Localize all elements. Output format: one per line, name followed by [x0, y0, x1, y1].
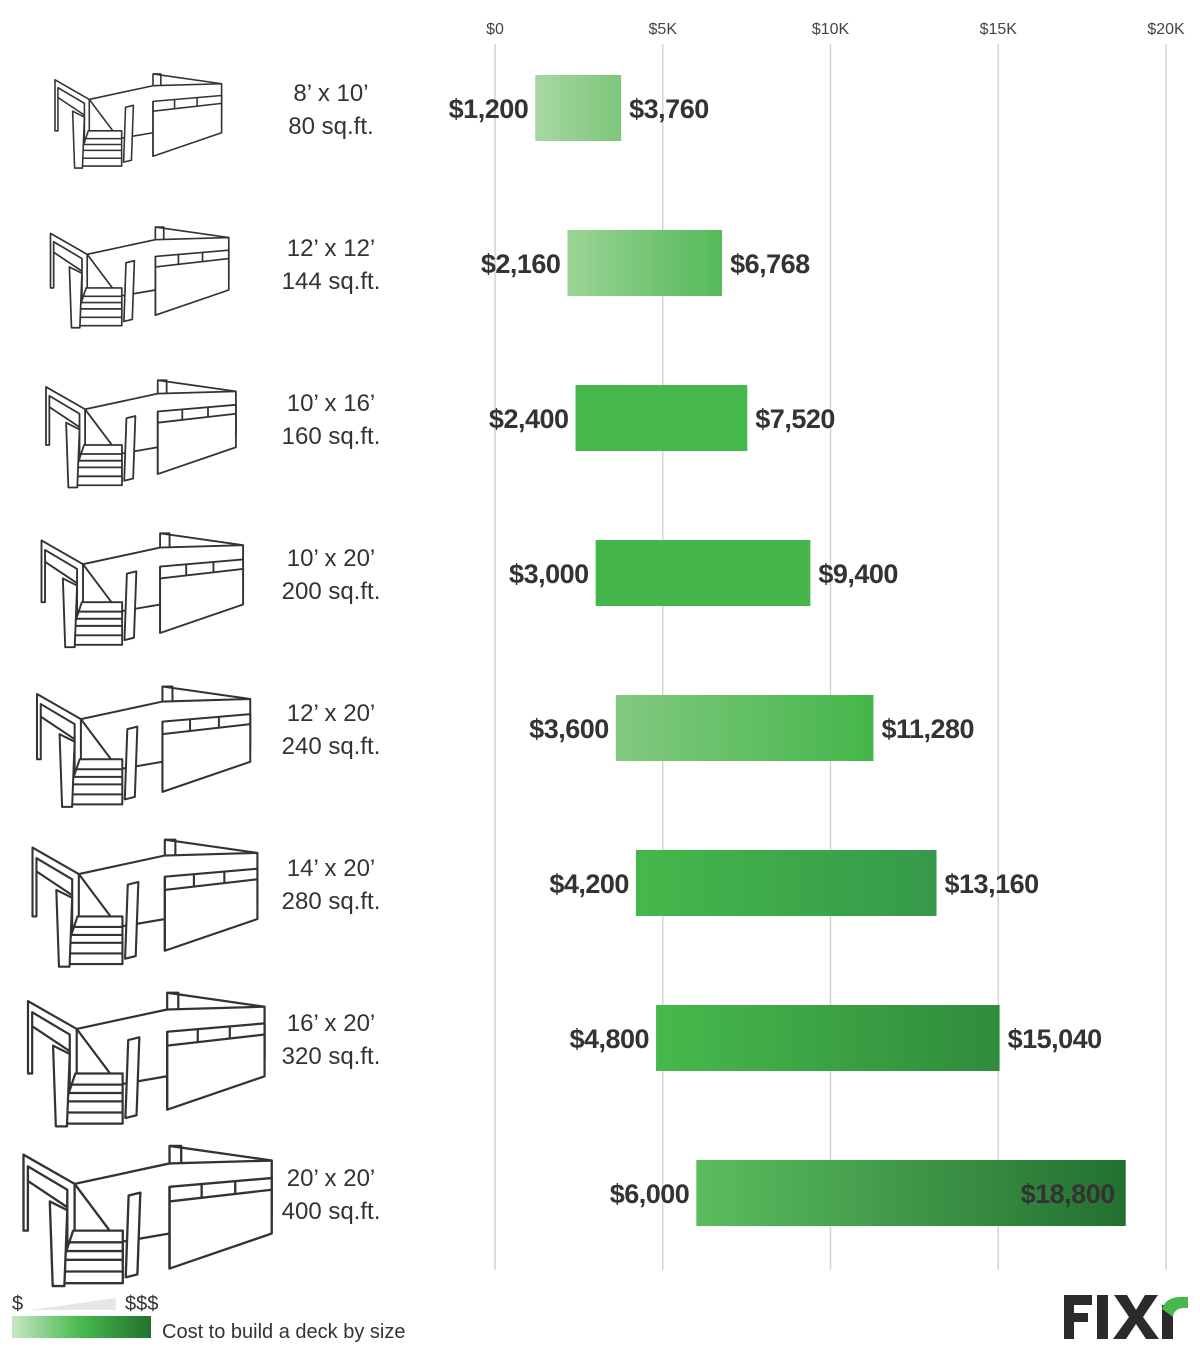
- cost-range-bar: [535, 75, 622, 141]
- deck-dimensions-label: 12’ x 12’: [287, 235, 376, 262]
- high-cost-label: $18,800: [1021, 1179, 1115, 1209]
- deck-illustration: [35, 685, 252, 808]
- deck-dimensions-label: 10’ x 16’: [287, 390, 376, 417]
- deck-area-label: 144 sq.ft.: [282, 268, 381, 295]
- x-tick-label: $0: [486, 21, 504, 38]
- deck-dimensions-label: 10’ x 20’: [287, 545, 376, 572]
- deck-area-label: 320 sq.ft.: [282, 1043, 381, 1070]
- legend: $ $$$ Cost to build a deck by size: [12, 1293, 405, 1343]
- low-cost-label: $4,200: [549, 869, 629, 899]
- chart-row: 10’ x 20’ 200 sq.ft. $3,000 $9,400: [40, 532, 898, 649]
- legend-high-symbol: $$$: [125, 1293, 158, 1315]
- low-cost-label: $2,400: [489, 404, 569, 434]
- cost-range-bar: [595, 540, 811, 606]
- x-tick-label: $10K: [812, 21, 850, 38]
- low-cost-label: $3,000: [509, 559, 589, 589]
- deck-area-label: 280 sq.ft.: [282, 888, 381, 915]
- deck-dimensions-label: 20’ x 20’: [287, 1165, 376, 1192]
- cost-range-bar: [696, 1160, 1126, 1226]
- cost-range-bar: [656, 1005, 1000, 1071]
- chart-row: 14’ x 20’ 280 sq.ft. $4,200 $13,160: [31, 838, 1039, 968]
- high-cost-label: $7,520: [755, 404, 835, 434]
- deck-area-label: 80 sq.ft.: [288, 113, 373, 140]
- chart-row: 20’ x 20’ 400 sq.ft. $6,000 $18,800: [22, 1144, 1126, 1288]
- low-cost-label: $1,200: [449, 94, 529, 124]
- deck-area-label: 240 sq.ft.: [282, 733, 381, 760]
- low-cost-label: $4,800: [569, 1024, 649, 1054]
- high-cost-label: $6,768: [730, 249, 810, 279]
- low-cost-label: $3,600: [529, 714, 609, 744]
- chart-row: 10’ x 16’ 160 sq.ft. $2,400 $7,520: [45, 379, 835, 489]
- cost-range-bar: [635, 850, 937, 916]
- legend-label: Cost to build a deck by size: [162, 1321, 405, 1343]
- deck-illustration: [45, 379, 237, 489]
- high-cost-label: $11,280: [881, 714, 974, 744]
- high-cost-label: $3,760: [629, 94, 709, 124]
- deck-illustration: [49, 226, 230, 329]
- fixr-logo: [1064, 1295, 1188, 1339]
- deck-illustration: [31, 838, 259, 968]
- legend-wedge: [30, 1298, 116, 1310]
- low-cost-label: $6,000: [610, 1179, 690, 1209]
- legend-gradient-bar: [12, 1316, 151, 1338]
- deck-dimensions-label: 16’ x 20’: [287, 1010, 376, 1037]
- x-tick-label: $15K: [980, 21, 1018, 38]
- chart-row: 12’ x 12’ 144 sq.ft. $2,160 $6,768: [49, 226, 811, 329]
- cost-range-bar: [615, 695, 874, 761]
- deck-area-label: 200 sq.ft.: [282, 578, 381, 605]
- deck-illustration: [26, 991, 266, 1128]
- deck-illustration: [54, 73, 223, 169]
- x-tick-label: $5K: [649, 21, 678, 38]
- deck-illustration: [40, 532, 245, 649]
- chart-row: 12’ x 20’ 240 sq.ft. $3,600 $11,280: [35, 685, 975, 808]
- chart-row: 8’ x 10’ 80 sq.ft. $1,200 $3,760: [54, 73, 709, 169]
- cost-range-bar: [567, 230, 723, 296]
- deck-area-label: 400 sq.ft.: [282, 1198, 381, 1225]
- x-tick-label: $20K: [1147, 21, 1185, 38]
- deck-dimensions-label: 12’ x 20’: [287, 700, 376, 727]
- cost-range-bar: [575, 385, 748, 451]
- deck-dimensions-label: 8’ x 10’: [293, 80, 368, 107]
- high-cost-label: $13,160: [945, 869, 1039, 899]
- deck-area-label: 160 sq.ft.: [282, 423, 381, 450]
- low-cost-label: $2,160: [481, 249, 561, 279]
- high-cost-label: $9,400: [818, 559, 898, 589]
- deck-dimensions-label: 14’ x 20’: [287, 855, 376, 882]
- legend-low-symbol: $: [12, 1293, 23, 1315]
- high-cost-label: $15,040: [1008, 1024, 1102, 1054]
- chart-row: 16’ x 20’ 320 sq.ft. $4,800 $15,040: [26, 991, 1102, 1128]
- deck-illustration: [22, 1144, 273, 1288]
